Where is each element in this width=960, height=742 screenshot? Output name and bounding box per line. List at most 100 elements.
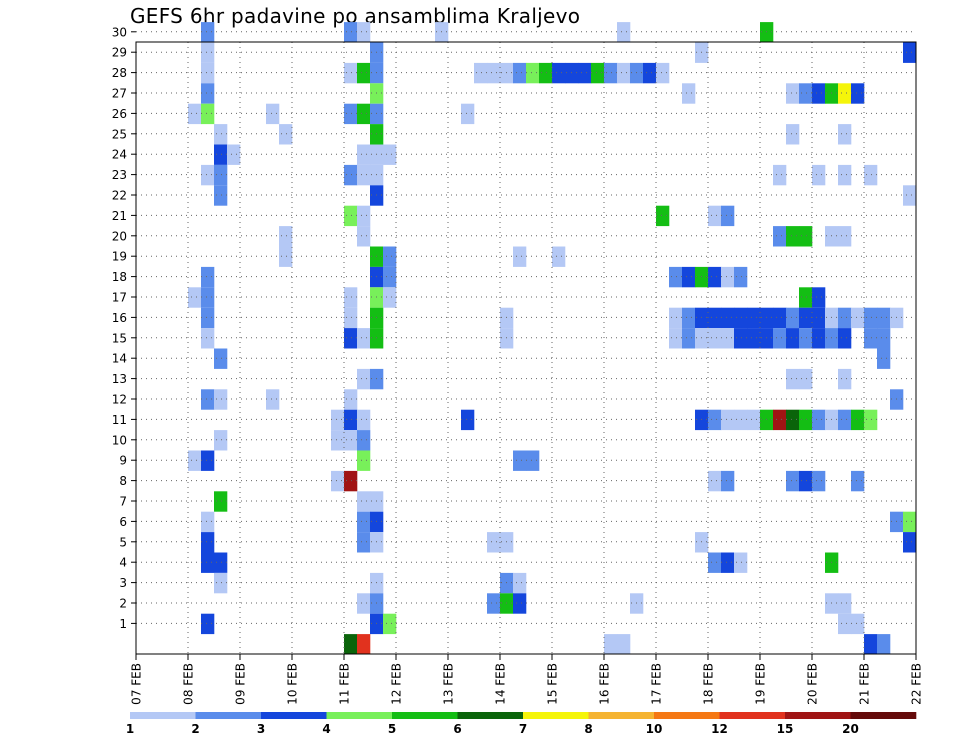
heatmap-cell (214, 572, 228, 594)
x-tick-label: 12 FEB (390, 663, 404, 705)
heatmap-cell (721, 307, 735, 329)
x-tick-label: 08 FEB (182, 663, 196, 705)
heatmap-cell (773, 164, 787, 186)
y-tick-label: 27 (112, 87, 127, 101)
heatmap-cell (201, 164, 215, 186)
heatmap-cell (838, 83, 852, 104)
x-tick-label: 10 FEB (286, 663, 300, 705)
heatmap-cell (773, 226, 787, 247)
heatmap-cell (669, 266, 683, 288)
heatmap-cell (357, 409, 371, 431)
heatmap-cell (786, 368, 800, 390)
heatmap-cell (539, 62, 553, 84)
heatmap-cell (669, 307, 683, 329)
heatmap-cell (578, 62, 592, 84)
heatmap-cell (357, 62, 371, 84)
heatmap-cell (682, 83, 696, 104)
heatmap-cell (851, 409, 865, 431)
heatmap-cell (279, 124, 293, 145)
heatmap-cell (682, 307, 696, 329)
colorbar-swatch (326, 712, 393, 719)
heatmap-cell (656, 205, 670, 227)
heatmap-cell (383, 144, 397, 165)
heatmap-cell (799, 83, 813, 104)
heatmap-cell (344, 103, 358, 125)
heatmap-cell (526, 450, 540, 471)
heatmap-cell (513, 450, 527, 471)
heatmap-cell (344, 409, 358, 431)
heatmap-cell (669, 328, 683, 349)
heatmap-cell (331, 409, 345, 431)
heatmap-cell (357, 144, 371, 165)
heatmap-cell (825, 409, 839, 431)
colorbar-swatch (523, 712, 589, 719)
heatmap-cell (643, 62, 657, 84)
y-tick-label: 26 (112, 107, 127, 121)
heatmap-cell (357, 593, 371, 614)
heatmap-cell (344, 164, 358, 186)
colorbar-label: 20 (842, 722, 859, 736)
heatmap-cell (851, 83, 865, 104)
heatmap-cell (721, 205, 735, 227)
heatmap-cell (838, 409, 852, 431)
heatmap-cell (708, 307, 722, 329)
heatmap-cell (344, 22, 358, 43)
heatmap-cell (617, 22, 631, 43)
heatmap-cell (786, 409, 800, 431)
x-tick-label: 14 FEB (494, 663, 508, 705)
heatmap-cell (708, 205, 722, 227)
colorbar-label: 8 (584, 722, 592, 736)
heatmap-cell (773, 307, 787, 329)
y-tick-label: 15 (112, 331, 127, 345)
colorbar-label: 6 (453, 722, 461, 736)
heatmap-cell (214, 389, 228, 410)
x-tick-label: 11 FEB (338, 663, 352, 705)
heatmap-cell (188, 103, 202, 125)
y-tick-label: 23 (112, 168, 127, 182)
heatmap-cell (344, 307, 358, 329)
colorbar-swatch (392, 712, 458, 719)
heatmap-cell (721, 409, 735, 431)
heatmap-cell (773, 328, 787, 349)
heatmap-cell (799, 470, 813, 492)
heatmap-cell (201, 103, 215, 125)
colorbar-label: 12 (711, 722, 728, 736)
heatmap-cell (877, 328, 891, 349)
heatmap-cell (487, 593, 501, 614)
colorbar-swatch (130, 712, 196, 719)
heatmap-cell (357, 634, 371, 655)
y-tick-label: 9 (119, 454, 127, 468)
heatmap-cell (201, 389, 215, 410)
heatmap-cell (708, 328, 722, 349)
heatmap-cell (344, 430, 358, 451)
heatmap-cell (201, 532, 215, 553)
heatmap-cell (695, 409, 709, 431)
x-tick-label: 21 FEB (858, 663, 872, 705)
heatmap-cell (357, 22, 371, 43)
y-tick-label: 13 (112, 372, 127, 386)
heatmap-cell (799, 226, 813, 247)
heatmap-cell (825, 307, 839, 329)
heatmap-cell (383, 287, 397, 308)
y-tick-label: 18 (112, 270, 127, 284)
heatmap-cell (357, 164, 371, 186)
heatmap-cell (214, 348, 228, 369)
heatmap-cell (344, 389, 358, 410)
y-tick-label: 1 (119, 617, 127, 631)
y-axis: 1234567891011121314151617181920212223242… (112, 25, 136, 631)
heatmap-cell (851, 470, 865, 492)
heatmap-cell (864, 634, 878, 655)
heatmap-cell (214, 552, 228, 573)
heatmap-cell (786, 226, 800, 247)
colorbar-label: 10 (646, 722, 663, 736)
y-tick-label: 25 (112, 127, 127, 141)
heatmap-cell (552, 246, 566, 267)
y-tick-label: 16 (112, 311, 127, 325)
heatmap-cell (812, 409, 826, 431)
heatmap-cell (461, 103, 475, 125)
y-tick-label: 5 (119, 535, 127, 549)
heatmap-cell (357, 450, 371, 471)
heatmap-cell (227, 144, 241, 165)
heatmap-cell (760, 307, 774, 329)
heatmap-cell (565, 62, 579, 84)
